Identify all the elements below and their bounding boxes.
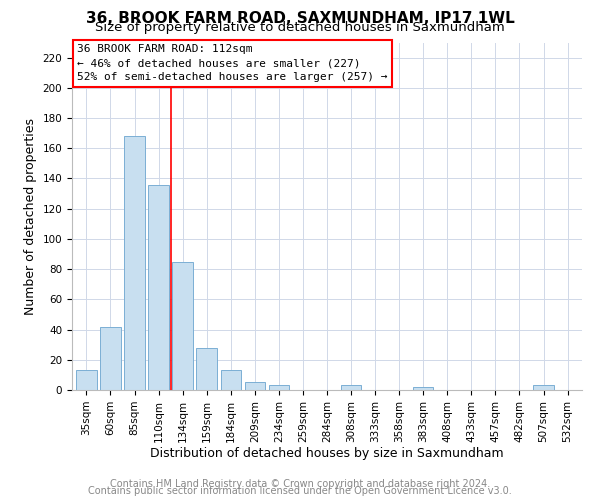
Bar: [196, 348, 217, 390]
Bar: [341, 386, 361, 390]
Y-axis label: Number of detached properties: Number of detached properties: [24, 118, 37, 315]
Text: 36 BROOK FARM ROAD: 112sqm
← 46% of detached houses are smaller (227)
52% of sem: 36 BROOK FARM ROAD: 112sqm ← 46% of deta…: [77, 44, 388, 82]
Bar: [172, 262, 193, 390]
Bar: [245, 382, 265, 390]
X-axis label: Distribution of detached houses by size in Saxmundham: Distribution of detached houses by size …: [150, 448, 504, 460]
Bar: [76, 370, 97, 390]
Text: 36, BROOK FARM ROAD, SAXMUNDHAM, IP17 1WL: 36, BROOK FARM ROAD, SAXMUNDHAM, IP17 1W…: [86, 11, 514, 26]
Bar: [100, 326, 121, 390]
Bar: [221, 370, 241, 390]
Text: Contains public sector information licensed under the Open Government Licence v3: Contains public sector information licen…: [88, 486, 512, 496]
Bar: [533, 386, 554, 390]
Bar: [413, 387, 433, 390]
Text: Size of property relative to detached houses in Saxmundham: Size of property relative to detached ho…: [95, 22, 505, 35]
Bar: [124, 136, 145, 390]
Bar: [148, 184, 169, 390]
Text: Contains HM Land Registry data © Crown copyright and database right 2024.: Contains HM Land Registry data © Crown c…: [110, 479, 490, 489]
Bar: [269, 386, 289, 390]
